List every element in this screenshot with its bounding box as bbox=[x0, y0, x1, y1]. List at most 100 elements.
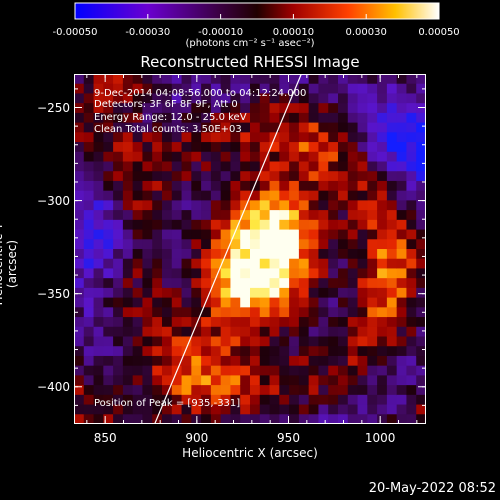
heatmap-cell bbox=[347, 161, 359, 172]
heatmap-cell bbox=[269, 375, 280, 386]
heatmap-cell bbox=[230, 336, 241, 347]
heatmap-cell bbox=[113, 268, 124, 279]
heatmap-cell bbox=[132, 326, 143, 337]
heatmap-cell bbox=[171, 375, 183, 386]
heatmap-cell bbox=[308, 239, 319, 250]
heatmap-cell bbox=[416, 268, 426, 279]
heatmap-cell bbox=[406, 132, 417, 143]
heatmap-cell bbox=[318, 93, 329, 104]
heatmap-cell bbox=[122, 122, 134, 133]
heatmap-cell bbox=[181, 229, 192, 240]
heatmap-cell bbox=[93, 355, 104, 367]
heatmap-cell bbox=[152, 375, 163, 386]
heatmap-cell bbox=[162, 326, 173, 337]
heatmap-cell bbox=[377, 190, 388, 201]
heatmap-cell bbox=[122, 219, 134, 231]
heatmap-cell bbox=[74, 180, 85, 192]
heatmap-cell bbox=[367, 404, 378, 415]
heatmap-cell bbox=[367, 132, 378, 143]
heatmap-cell bbox=[83, 385, 95, 396]
heatmap-cell bbox=[142, 404, 153, 415]
heatmap-cell bbox=[230, 93, 241, 104]
heatmap-cell bbox=[357, 171, 368, 182]
heatmap-cell bbox=[396, 268, 407, 279]
heatmap-cell bbox=[338, 297, 349, 308]
heatmap-cell bbox=[386, 74, 398, 85]
heatmap-cell bbox=[171, 326, 183, 337]
heatmap-cell bbox=[377, 249, 388, 260]
heatmap-cell bbox=[181, 171, 192, 182]
heatmap-cell bbox=[83, 287, 95, 299]
heatmap-cell bbox=[416, 200, 426, 211]
heatmap-cell bbox=[93, 171, 104, 182]
heatmap-cell bbox=[74, 385, 85, 396]
heatmap-cell bbox=[103, 326, 114, 337]
heatmap-cell bbox=[416, 346, 426, 357]
heatmap-cell bbox=[220, 210, 231, 221]
heatmap-cell bbox=[259, 210, 271, 221]
heatmap-cell bbox=[103, 93, 114, 104]
heatmap-cell bbox=[113, 93, 124, 104]
heatmap-cell bbox=[289, 297, 300, 308]
heatmap-cell bbox=[259, 239, 271, 250]
heatmap-cell bbox=[113, 161, 124, 172]
heatmap-cell bbox=[93, 132, 104, 143]
heatmap-cell bbox=[279, 180, 290, 192]
heatmap-cell bbox=[386, 122, 398, 133]
heatmap-cell bbox=[289, 229, 300, 240]
heatmap-cell bbox=[416, 355, 426, 367]
heatmap-cell bbox=[416, 74, 426, 85]
heatmap-cell bbox=[142, 200, 153, 211]
heatmap-cell bbox=[152, 404, 163, 415]
heatmap-cell bbox=[259, 103, 271, 114]
heatmap-cell bbox=[230, 385, 241, 396]
heatmap-cell bbox=[386, 103, 398, 114]
heatmap-cell bbox=[93, 317, 104, 328]
heatmap-cell bbox=[298, 355, 310, 367]
heatmap-cell bbox=[269, 404, 280, 415]
heatmap-cell bbox=[240, 180, 251, 192]
heatmap-cell bbox=[396, 287, 407, 299]
heatmap-cell bbox=[74, 394, 85, 406]
heatmap-cell bbox=[416, 210, 426, 221]
heatmap-cell bbox=[367, 375, 378, 386]
heatmap-cell bbox=[416, 93, 426, 104]
heatmap-cell bbox=[328, 112, 339, 124]
heatmap-cell bbox=[279, 355, 290, 367]
heatmap-cell bbox=[230, 365, 241, 376]
heatmap-cell bbox=[328, 336, 339, 347]
heatmap-cell bbox=[357, 414, 368, 424]
heatmap-cell bbox=[74, 307, 85, 318]
heatmap-cell bbox=[240, 307, 251, 318]
heatmap-cell bbox=[220, 142, 231, 153]
heatmap-cell bbox=[83, 346, 95, 357]
heatmap-cell bbox=[269, 355, 280, 367]
heatmap-cell bbox=[279, 171, 290, 182]
heatmap-cell bbox=[142, 394, 153, 406]
heatmap-cell bbox=[386, 229, 398, 240]
heatmap-cell bbox=[386, 268, 398, 279]
heatmap-cell bbox=[230, 239, 241, 250]
heatmap-cell bbox=[83, 307, 95, 318]
heatmap-cell bbox=[122, 394, 134, 406]
heatmap-cell bbox=[250, 180, 261, 192]
heatmap-cell bbox=[93, 142, 104, 153]
heatmap-cell bbox=[162, 83, 173, 94]
heatmap-cell bbox=[338, 307, 349, 318]
heatmap-cell bbox=[201, 346, 212, 357]
heatmap-cell bbox=[220, 74, 231, 85]
heatmap-cell bbox=[93, 414, 104, 424]
heatmap-cell bbox=[171, 142, 183, 153]
heatmap-cell bbox=[367, 180, 378, 192]
heatmap-cell bbox=[83, 74, 95, 85]
heatmap-cell bbox=[201, 161, 212, 172]
heatmap-cell bbox=[93, 122, 104, 133]
heatmap-cell bbox=[416, 151, 426, 162]
heatmap-cell bbox=[289, 132, 300, 143]
heatmap-cell bbox=[279, 190, 290, 201]
heatmap-cell bbox=[377, 346, 388, 357]
heatmap-cell bbox=[230, 326, 241, 337]
heatmap-cell bbox=[416, 190, 426, 201]
heatmap-cell bbox=[318, 268, 329, 279]
heatmap-cell bbox=[396, 239, 407, 250]
